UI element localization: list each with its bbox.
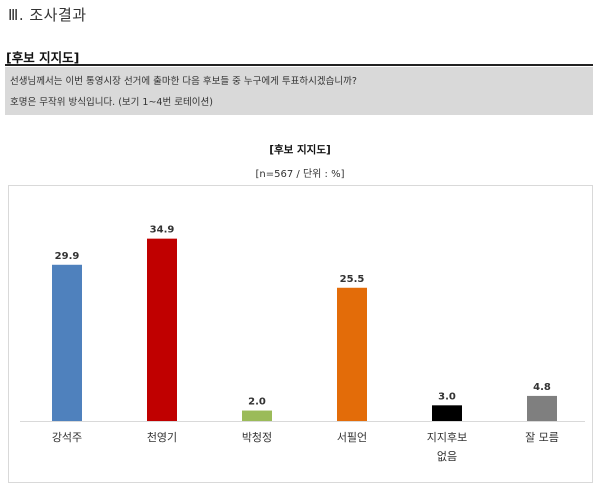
category-label-1: 강석주 [52,431,82,444]
bar-1 [52,264,82,421]
bar-4 [337,287,367,421]
sub-heading: [후보 지지도] [6,50,80,65]
bar-6 [527,395,557,421]
question-box: 선생님께서는 이번 통영시장 선거에 출마한 다음 후보들 중 누구에게 투표하… [5,67,593,115]
question-note: 호명은 무작위 방식입니다. (보기 1~4번 로테이션) [10,97,213,108]
category-label-2: 천영기 [147,430,177,444]
data-label-3: 2.0 [248,397,266,408]
divider [5,64,593,66]
category-label-5: 없음 [437,450,457,463]
chart-frame [8,185,593,483]
chart-title: [후보 지지도] [269,144,331,156]
data-label-1: 29.9 [55,251,80,262]
chart-subtitle: [n=567 / 단위 : %] [255,169,345,180]
data-label-6: 4.8 [533,382,551,393]
data-label-5: 3.0 [438,391,456,402]
section-heading: Ⅲ. 조사결과 [8,6,87,24]
data-label-2: 34.9 [150,225,175,236]
category-label-3: 박청정 [242,431,272,444]
category-label-5: 지지후보 [427,431,467,444]
data-label-4: 25.5 [340,274,365,285]
category-label-6: 잘 모름 [525,431,559,444]
bar-3 [242,410,272,421]
category-label-4: 서필언 [337,431,367,444]
bar-5 [432,405,462,421]
bar-2 [147,238,177,421]
question-text: 선생님께서는 이번 통영시장 선거에 출마한 다음 후보들 중 누구에게 투표하… [10,76,357,87]
